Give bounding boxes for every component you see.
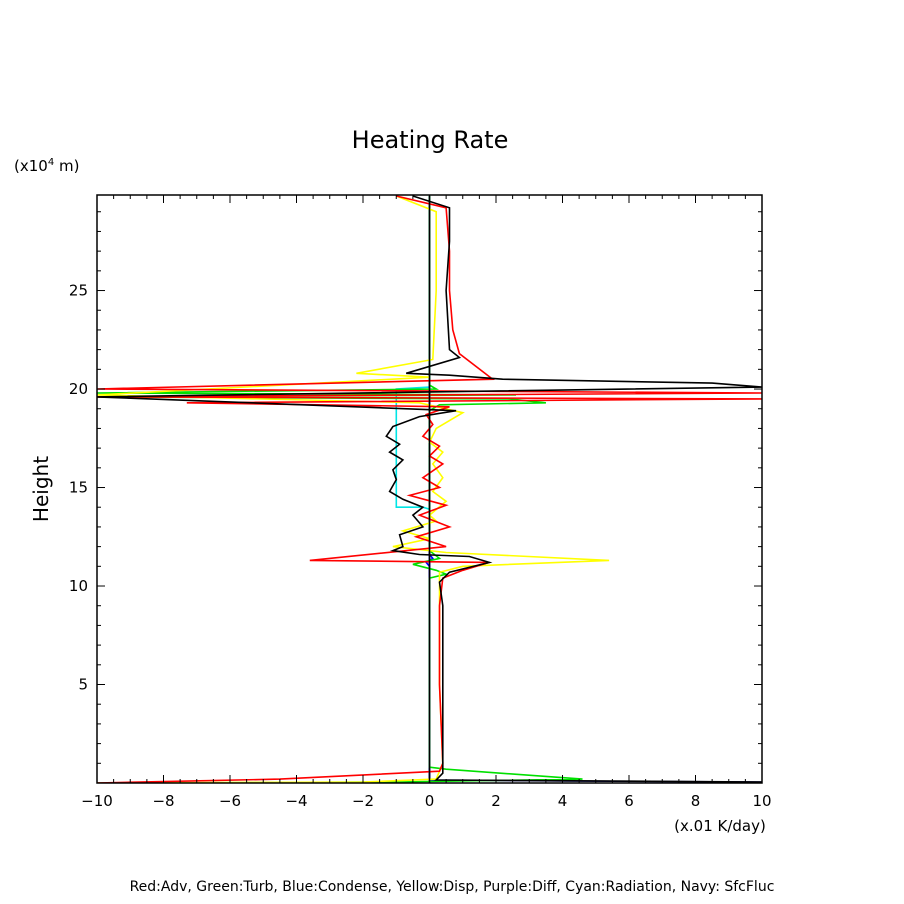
y-unit-label: (x104 m) xyxy=(14,157,79,175)
legend-text: Red:Adv, Green:Turb, Blue:Condense, Yell… xyxy=(130,879,775,895)
x-tick-label: 4 xyxy=(558,792,568,810)
series-line-yellow-disp xyxy=(97,195,610,783)
x-tick-label: 10 xyxy=(752,792,771,810)
series-line-green-turb xyxy=(97,196,583,783)
plot-area: −10 −8 −6 −4 −2 0 2 4 6 8 10 5 10 15 20 25 xyxy=(69,194,772,810)
y-tick-label: 15 xyxy=(69,479,88,497)
x-tick-label: −10 xyxy=(81,792,113,810)
series-line-black-total xyxy=(97,195,762,783)
y-tick-label: 5 xyxy=(78,676,88,694)
x-tick-label: −8 xyxy=(152,792,174,810)
x-tick-label: 0 xyxy=(425,792,435,810)
x-tick-label: −4 xyxy=(285,792,307,810)
series-line-cyan-radiation xyxy=(395,196,431,783)
x-tick-label: 2 xyxy=(491,792,501,810)
x-tick-label: 6 xyxy=(624,792,634,810)
series-line-navy-sfcfluc xyxy=(428,196,762,783)
x-tick-label: −2 xyxy=(352,792,374,810)
chart-title: Heating Rate xyxy=(352,126,509,154)
y-tick-label: 10 xyxy=(69,577,88,595)
y-unit-exponent: 4 xyxy=(48,157,54,168)
y-axis-label: Height xyxy=(29,456,53,522)
y-tick-label: 25 xyxy=(69,282,88,300)
x-tick-label: 8 xyxy=(691,792,701,810)
x-tick-label: −6 xyxy=(219,792,241,810)
y-tick-label: 20 xyxy=(69,380,88,398)
series-group xyxy=(97,195,762,783)
y-unit-suffix: m) xyxy=(54,157,79,175)
y-unit-prefix: (x10 xyxy=(14,157,48,175)
x-axis-label: (x.01 K/day) xyxy=(674,817,766,835)
